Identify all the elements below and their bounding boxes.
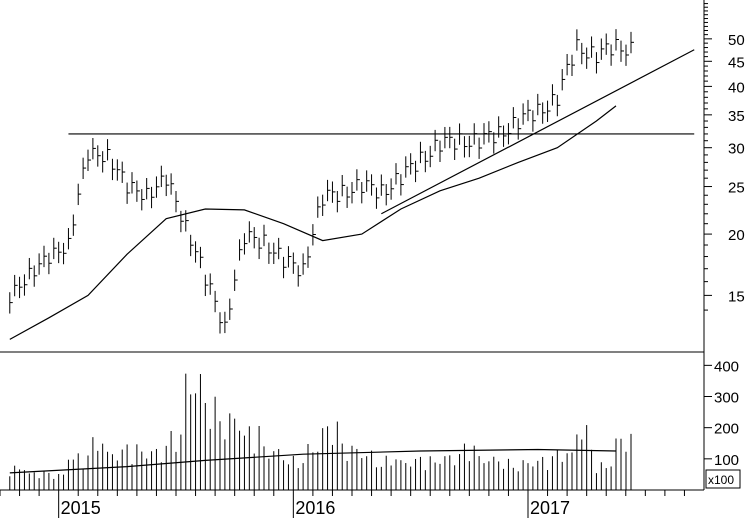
time-tick-label-2016: 2016 [295,498,335,518]
volume-tick-label-400: 400 [714,358,739,375]
price-tick-label-30: 30 [728,141,745,158]
volume-tick-label-300: 300 [714,390,739,407]
price-axis-labels: 50 45 40 35 30 25 20 15 [728,32,745,306]
time-tick-label-2017: 2017 [530,498,570,518]
price-tick-label-45: 45 [728,54,745,71]
time-tick-label-2015: 2015 [61,498,101,518]
trendline [381,49,695,215]
volume-average-line [9,448,617,474]
volume-unit-box: x100 [705,469,741,489]
time-axis: 2015 2016 2017 [0,490,685,518]
price-tick-label-50: 50 [728,32,745,49]
price-bars [9,29,634,334]
volume-tick-label-200: 200 [714,421,739,438]
volume-axis-ticks [704,364,712,460]
volume-unit-label: x100 [708,473,734,487]
price-tick-label-25: 25 [728,180,745,197]
price-tick-label-40: 40 [728,79,745,96]
price-tick-label-15: 15 [728,288,745,305]
time-axis-ticks [0,490,685,518]
price-tick-label-20: 20 [728,227,745,244]
volume-panel: 400 300 200 100 x100 [0,352,741,491]
price-panel: 50 45 40 35 30 25 20 15 [0,0,745,353]
volume-axis-labels: 400 300 200 100 [714,358,739,468]
price-tick-label-35: 35 [728,108,745,125]
volume-bars [9,373,632,490]
volume-tick-label-100: 100 [714,452,739,469]
price-axis-ticks [704,3,712,311]
moving-average-line [9,105,617,340]
